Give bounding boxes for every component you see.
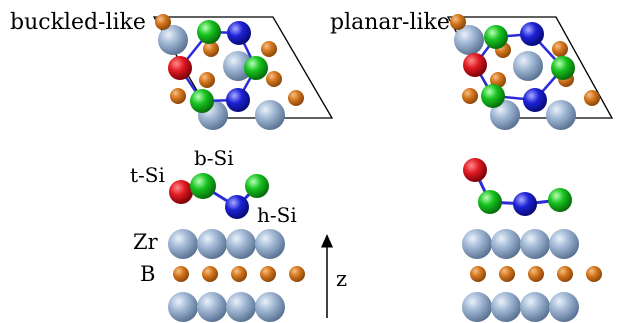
zr-layer-label: Zr xyxy=(133,230,158,254)
buckled-b-layer xyxy=(173,266,305,282)
planar-b-layer xyxy=(470,266,602,282)
planar-side-si-atoms xyxy=(463,158,572,216)
buckled-side-view xyxy=(168,173,305,322)
b-layer-label: B xyxy=(140,262,156,286)
planar-top-zr-atoms xyxy=(454,25,576,130)
planar-side-view xyxy=(462,158,602,322)
buckled-side-si-atoms xyxy=(169,173,269,219)
z-axis-label: z xyxy=(336,267,348,291)
buckled-top-si-atoms xyxy=(168,20,268,113)
b-si-label: b-Si xyxy=(194,146,234,170)
buckled-unit-cell xyxy=(152,16,334,119)
t-si-atom xyxy=(169,180,193,204)
planar-top-si-atoms xyxy=(463,22,575,112)
planar-zr-layer-bottom xyxy=(462,292,579,322)
planar-top-view xyxy=(446,14,614,130)
buckled-like-title: buckled-like xyxy=(10,10,146,35)
h-si-atom xyxy=(225,195,249,219)
buckled-top-view xyxy=(152,14,334,130)
buckled-zr-layer-top xyxy=(168,229,285,259)
h-si-label: h-Si xyxy=(257,203,297,227)
planar-like-title: planar-like xyxy=(330,10,450,35)
planar-zr-layer-top xyxy=(462,229,579,259)
t-si-label: t-Si xyxy=(130,163,165,187)
buckled-top-b-atoms xyxy=(155,14,304,106)
b-si-atom xyxy=(190,173,216,199)
buckled-zr-layer-bottom xyxy=(168,292,285,322)
